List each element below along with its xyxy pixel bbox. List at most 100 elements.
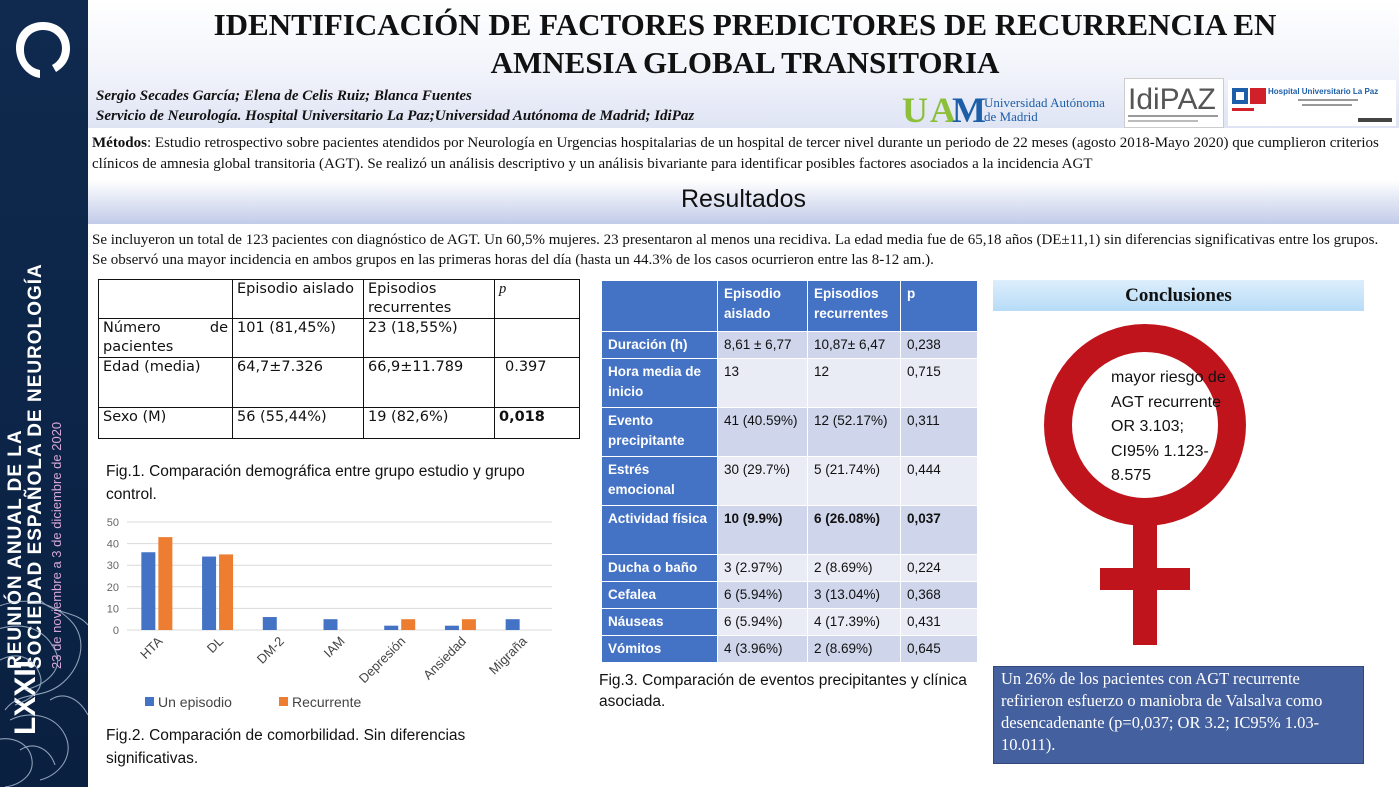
bar (262, 617, 277, 630)
bar (401, 619, 416, 630)
table-row-label: Duración (h) (601, 331, 718, 359)
table-cell: 0,645 (900, 635, 978, 663)
table-row-label: Náuseas (601, 608, 718, 636)
table-cell: 6 (5.94%) (717, 581, 808, 609)
table-cell: 12 (52.17%) (807, 407, 901, 457)
bar (505, 619, 520, 630)
table-row: Evento precipitante 41 (40.59%) 12 (52.1… (601, 407, 978, 457)
conclusion-risk-text: mayor riesgo de AGT recurrente OR 3.103;… (1111, 369, 1226, 484)
table-cell: 0,368 (900, 581, 978, 609)
table-cell: 66,9±11.789 (363, 357, 495, 408)
table-cell: 6 (5.94%) (717, 608, 808, 636)
table-cell: 12 (807, 358, 901, 408)
bar (384, 625, 399, 630)
table-header-cell: p (900, 280, 978, 332)
legend-label: Un episodio (158, 694, 232, 710)
x-tick-label: Depresión (356, 634, 409, 687)
hulp-text: Hospital Universitario La Paz (1268, 87, 1378, 96)
table-cell: 5 (21.74%) (807, 456, 901, 506)
table-header-cell: Episodios recurrentes (807, 280, 901, 332)
table-cell: 13 (717, 358, 808, 408)
legend-label: Recurrente (292, 694, 361, 710)
y-tick-label: 0 (113, 625, 119, 637)
table-cell: 41 (40.59%) (717, 407, 808, 457)
x-tick-label: DM-2 (254, 634, 287, 667)
y-tick-label: 40 (107, 539, 119, 551)
table-cell: 4 (17.39%) (807, 608, 901, 636)
table-cell: 2 (8.69%) (807, 635, 901, 663)
table-row-label: Ducha o baño (601, 554, 718, 582)
table-cell: 6 (26.08%) (807, 505, 901, 555)
bar (461, 619, 476, 630)
congress-line2: SOCIEDAD ESPAÑOLA DE NEUROLOGÍA (25, 263, 46, 669)
table-cell: 10,87± 6,47 (807, 331, 901, 359)
demographics-table: Episodio aislado Episodios recurrentes p… (98, 279, 580, 439)
table-cell: 0,715 (900, 358, 978, 408)
table-header-cell: Episodio aislado (232, 279, 364, 319)
sen-logo-text: SEN (38, 39, 50, 62)
congress-sidebar: SEN LXXII REUNIÓN ANUAL DE LA SOCIEDAD E… (0, 0, 88, 787)
table-row-label: Actividad física (601, 505, 718, 555)
table-cell: 0,037 (900, 505, 978, 555)
idipaz-logo: IdiPAZ (1124, 78, 1224, 128)
table-header-cell: Episodio aislado (717, 280, 808, 332)
bar (158, 537, 173, 630)
y-tick-label: 50 (107, 517, 119, 529)
uam-logo: U A M Universidad Autónoma de Madrid (902, 90, 1105, 128)
table-cell: 0.397 (494, 357, 580, 408)
table-cell: 8,61 ± 6,77 (717, 331, 808, 359)
conclusions-title: Conclusiones (993, 280, 1364, 311)
y-tick-label: 20 (107, 582, 119, 594)
y-tick-label: 30 (107, 560, 119, 572)
female-symbol-icon (1044, 324, 1246, 645)
table-header-row: Episodio aislado Episodios recurrentes p (98, 279, 580, 319)
x-tick-label: Ansiedad (420, 634, 469, 683)
table-cell: 0,238 (900, 331, 978, 359)
table-cell: 0,431 (900, 608, 978, 636)
x-tick-label: DL (204, 634, 226, 656)
table-cell: 4 (3.96%) (717, 635, 808, 663)
x-tick-label: HTA (137, 633, 166, 662)
table-cell: 3 (13.04%) (807, 581, 901, 609)
table-cell (494, 318, 580, 358)
table-row: Ducha o baño 3 (2.97%) 2 (8.69%) 0,224 (601, 554, 978, 582)
results-banner (88, 180, 1399, 224)
poster-title: IDENTIFICACIÓN DE FACTORES PREDICTORES D… (213, 7, 1277, 80)
conclusion-box (993, 666, 1364, 764)
fig1-caption: Fig.1. Comparación demográfica entre gru… (106, 463, 525, 503)
svg-text:M: M (952, 90, 986, 128)
y-tick-label: 10 (107, 603, 119, 615)
table-header-cell: Episodios recurrentes (363, 279, 495, 319)
bar (323, 619, 338, 630)
affiliation: Servicio de Neurología. Hospital Univers… (96, 108, 695, 124)
conclusion-box-text: Un 26% de los pacientes con AGT recurren… (1001, 669, 1323, 754)
table-header-row: Episodio aislado Episodios recurrentes p (601, 280, 978, 332)
table-cell: 3 (2.97%) (717, 554, 808, 582)
table-row-label: Cefalea (601, 581, 718, 609)
table-row-label: Vómitos (601, 635, 718, 663)
table-cell: 101 (81,45%) (232, 318, 364, 358)
table-row: Actividad física 10 (9.9%) 6 (26.08%) 0,… (601, 505, 978, 555)
table-row: Duración (h) 8,61 ± 6,77 10,87± 6,47 0,2… (601, 331, 978, 359)
table-row-label: Edad (media) (98, 357, 233, 408)
table-cell: 0,224 (900, 554, 978, 582)
table-row-label: Estrés emocional (601, 456, 718, 506)
idipaz-text: IdiPAZ (1128, 83, 1216, 116)
table-row: Hora media de inicio 13 12 0,715 (601, 358, 978, 408)
table-cell: 19 (82,6%) (363, 407, 495, 439)
table-cell: 64,7±7.326 (232, 357, 364, 408)
bar (219, 554, 234, 630)
legend-swatch (279, 697, 288, 706)
methods-text: : Estudio retrospectivo sobre pacientes … (92, 135, 1379, 172)
congress-line1: REUNIÓN ANUAL DE LA (5, 429, 26, 669)
hulp-logo: Hospital Universitario La Paz (1228, 80, 1396, 126)
svg-text:A: A (930, 90, 956, 128)
methods-paragraph: Métodos: Estudio retrospectivo sobre pac… (92, 133, 1394, 175)
table-row: Número de pacientes 101 (81,45%) 23 (18,… (98, 318, 580, 358)
brain-illustration (0, 599, 88, 787)
methods-label: Métodos (92, 135, 147, 151)
legend-swatch (145, 697, 154, 706)
authors-block: Sergio Secades García; Elena de Celis Ru… (96, 86, 694, 126)
x-tick-label: IAM (321, 634, 348, 661)
table-row-label: Evento precipitante (601, 407, 718, 457)
